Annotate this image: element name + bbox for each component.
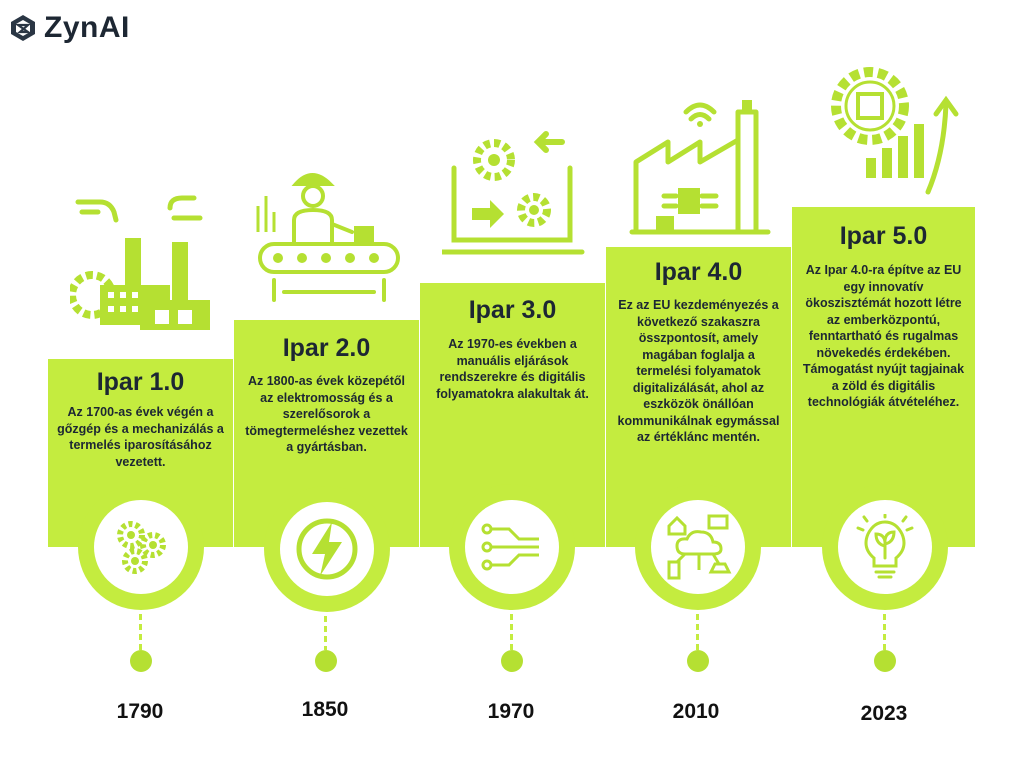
stage-year: 2023: [860, 702, 908, 725]
timeline-dot: [501, 650, 523, 672]
timeline-connector: [139, 614, 142, 650]
stage-ipar-3: Ipar 3.0 Az 1970-es években a manuális e…: [420, 0, 605, 765]
stage-ipar-5: Ipar 5.0 Az Ipar 4.0-ra építve az EU egy…: [792, 0, 975, 765]
stage-description: Az 1800-as évek közepétől az elektromoss…: [245, 374, 408, 454]
stage-title: Ipar 1.0: [96, 368, 185, 396]
stage-description: Az 1700-as évek végén a gőzgép és a mech…: [57, 405, 224, 469]
gears-icon: [117, 521, 166, 574]
stage-icon-circle: [635, 484, 761, 610]
timeline-dot: [687, 650, 709, 672]
stage-ipar-2: Ipar 2.0 Az 1800-as évek közepétől az el…: [234, 0, 419, 765]
stage-icon-circle: [264, 486, 390, 612]
stage-year: 1850: [301, 698, 349, 721]
stage-year: 1790: [116, 700, 164, 723]
stage-ipar-1: Ipar 1.0 Az 1700-as évek végén a gőzgép …: [48, 0, 233, 765]
iot-cloud-icon: [667, 514, 732, 580]
zynai-logo-icon: [11, 15, 35, 41]
timeline-connector: [324, 616, 327, 650]
timeline-dot: [874, 650, 896, 672]
stage-year: 1970: [487, 700, 535, 723]
lightbulb-plant-icon: [856, 514, 914, 579]
stage-year: 2010: [672, 700, 720, 723]
gear-growth-chart-icon: [831, 67, 959, 195]
timeline-connector: [510, 614, 513, 650]
lightning-icon: [296, 518, 358, 580]
stage-ipar-4: Ipar 4.0 Ez az EU kezdeményezés a követk…: [606, 0, 791, 765]
laptop-gears-icon: [442, 131, 585, 255]
circuit-icon: [481, 523, 539, 571]
stage-icon-circle: [822, 484, 948, 610]
smart-factory-icon: [629, 100, 771, 235]
stage-description: Az 1970-es években a manuális eljárások …: [436, 337, 589, 401]
stage-description: Az Ipar 4.0-ra építve az EU egy innovatí…: [802, 263, 965, 409]
stage-title: Ipar 5.0: [839, 222, 928, 250]
timeline-dot: [315, 650, 337, 672]
logo: ZynAI: [8, 10, 130, 46]
stage-title: Ipar 3.0: [468, 296, 557, 324]
brand-name: ZynAI: [44, 11, 130, 44]
timeline-connector: [696, 614, 699, 650]
stage-description: Ez az EU kezdeményezés a következő szaka…: [617, 298, 780, 444]
stage-title: Ipar 4.0: [654, 258, 743, 286]
timeline-dot: [130, 650, 152, 672]
assembly-line-worker-icon: [256, 173, 400, 302]
stage-icon-circle: [78, 484, 204, 610]
stage-icon-circle: [449, 484, 575, 610]
stage-title: Ipar 2.0: [282, 334, 371, 362]
timeline-connector: [883, 614, 886, 650]
factory-gear-icon: [70, 195, 210, 330]
